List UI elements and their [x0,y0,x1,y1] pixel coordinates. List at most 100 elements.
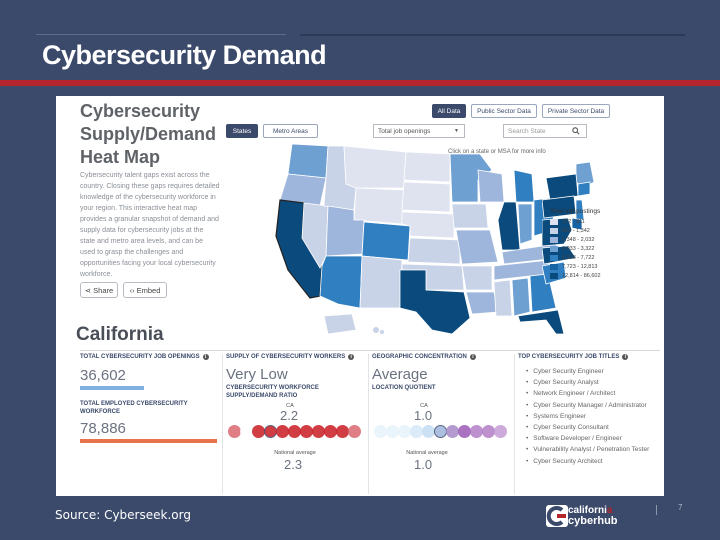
filter-private-sector[interactable]: Private Sector Data [542,104,610,118]
comparison-dot [312,425,325,438]
embed-button[interactable]: ‹› Embed [123,282,167,298]
comparison-dot [288,425,301,438]
job-title-item[interactable]: Cyber Security Architect [526,456,656,467]
comparison-dot [446,425,459,438]
job-title-item[interactable]: Cyber Security Engineer [526,366,656,377]
state-new-mexico[interactable] [359,255,403,309]
metric-select[interactable]: Total job openings ▼ [373,124,465,138]
state-montana[interactable] [343,145,407,189]
state-wisconsin[interactable] [477,169,505,203]
comparison-dot [398,425,411,438]
tab-metro-areas[interactable]: Metro Areas [263,124,318,138]
legend-label: 12,814 - 86,602 [562,272,601,279]
concentration-heading-text: GEOGRAPHIC CONCENTRATION [372,354,467,360]
legend-swatch [550,263,558,270]
state-massachusetts[interactable] [577,181,591,197]
supply-subheading-line-2: SUPPLY/DEMAND RATIO [226,393,298,399]
job-title-item[interactable]: Network Engineer / Architect [526,388,656,399]
legend-title: Total job postings [550,208,601,215]
legend-swatch [550,254,558,261]
california-cyberhub-logo: california cyberhub [546,503,630,529]
share-button[interactable]: ⋖ Share [80,282,118,298]
supply-national-label: National average [274,450,316,456]
embed-label: Embed [136,285,161,295]
state-georgia[interactable] [529,273,557,313]
openings-value: 36,602 [80,367,126,384]
state-nebraska[interactable] [401,211,455,239]
job-title-item[interactable]: Software Developer / Engineer [526,433,656,444]
info-icon[interactable]: i [348,354,355,360]
state-minnesota[interactable] [449,153,493,203]
search-placeholder: Search State [508,127,546,135]
legend-swatch [550,227,558,234]
state-texas[interactable] [399,269,471,335]
state-missouri[interactable] [455,229,499,265]
state-kansas[interactable] [407,237,461,265]
supply-heading-text: SUPPLY OF CYBERSECURITY WORKERS [226,354,346,360]
cyberseek-screenshot: Cybersecurity Supply/Demand Heat Map Cyb… [56,96,664,496]
state-arkansas[interactable] [461,265,493,291]
state-new-jersey[interactable] [575,199,585,221]
job-title-text: Cyber Security Engineer [533,368,604,375]
state-arizona[interactable] [319,255,363,309]
section-divider [80,350,660,351]
supply-national-value: 2.3 [284,457,303,472]
state-wyoming[interactable] [353,187,405,225]
heatmap-title: Cybersecurity Supply/Demand Heat Map [80,100,230,169]
info-icon[interactable]: i [622,354,629,360]
state-maryland[interactable] [571,217,583,231]
state-north-dakota[interactable] [403,151,451,183]
legend-item: 812 - 1,342 [550,226,630,235]
job-title-item[interactable]: Cyber Security Analyst [526,377,656,388]
job-title-item[interactable]: Systems Engineer [526,411,656,422]
state-louisiana[interactable] [465,291,499,315]
comparison-dot [422,425,435,438]
title-rule-left [36,34,286,35]
logo-text-top-main: californi [568,505,607,516]
supply-subheading: CYBERSECURITY WORKFORCE SUPPLY/DEMAND RA… [226,384,319,400]
job-title-item[interactable]: Vulnerability Analyst / Penetration Test… [526,444,656,455]
legend-label: 812 - 1,342 [562,227,590,234]
state-michigan[interactable] [513,169,535,203]
state-colorado[interactable] [361,221,411,261]
supply-subheading-line-1: CYBERSECURITY WORKFORCE [226,385,319,391]
concentration-value: Average [372,366,428,383]
job-title-item[interactable]: Cyber Security Manager / Administrator [526,400,656,411]
titles-heading-text: TOP CYBERSECURITY JOB TITLES [518,354,620,360]
state-washington[interactable] [287,143,329,179]
comparison-dot [324,425,337,438]
legend-swatch [550,245,558,252]
heatmap-description: Cybersecurity talent gaps exist across t… [80,172,220,278]
filter-all-data[interactable]: All Data [432,104,466,118]
state-alaska[interactable] [323,313,357,335]
state-south-dakota[interactable] [401,181,451,213]
column-divider [222,354,223,494]
us-heat-map[interactable] [266,140,566,335]
job-title-text: Cyber Security Manager / Administrator [533,401,647,409]
map-hint: Click on a state or MSA for more info [448,149,546,155]
state-illinois[interactable] [497,201,521,251]
legend-label: 2,033 - 3,322 [562,245,595,252]
state-indiana[interactable] [517,203,533,245]
comparison-dot [410,425,423,438]
legend-label: 1,348 - 2,032 [562,236,595,243]
job-title-item[interactable]: Cyber Security Consultant [526,422,656,433]
share-label: Share [93,285,114,295]
search-state-input[interactable]: Search State [503,124,587,138]
map-legend: Total job postings 172 - 811 812 - 1,342 1… [550,208,630,280]
state-hawaii[interactable] [373,327,379,333]
info-icon[interactable]: i [469,354,476,360]
dropdown-arrow-icon: ▼ [454,128,459,134]
filter-public-sector[interactable]: Public Sector Data [471,104,537,118]
employed-bar [80,439,217,443]
state-iowa[interactable] [451,203,489,229]
slide-title: Cybersecurity Demand [42,40,327,70]
state-mississippi[interactable] [493,279,513,317]
state-florida[interactable] [517,309,565,335]
state-alabama[interactable] [511,277,531,317]
info-icon[interactable]: i [202,354,209,360]
legend-item: 172 - 811 [550,217,630,226]
openings-heading: TOTAL CYBERSECURITY JOB OPENINGS i [80,354,209,360]
concentration-subheading: LOCATION QUOTIENT [372,385,436,391]
tab-states[interactable]: States [226,124,258,138]
